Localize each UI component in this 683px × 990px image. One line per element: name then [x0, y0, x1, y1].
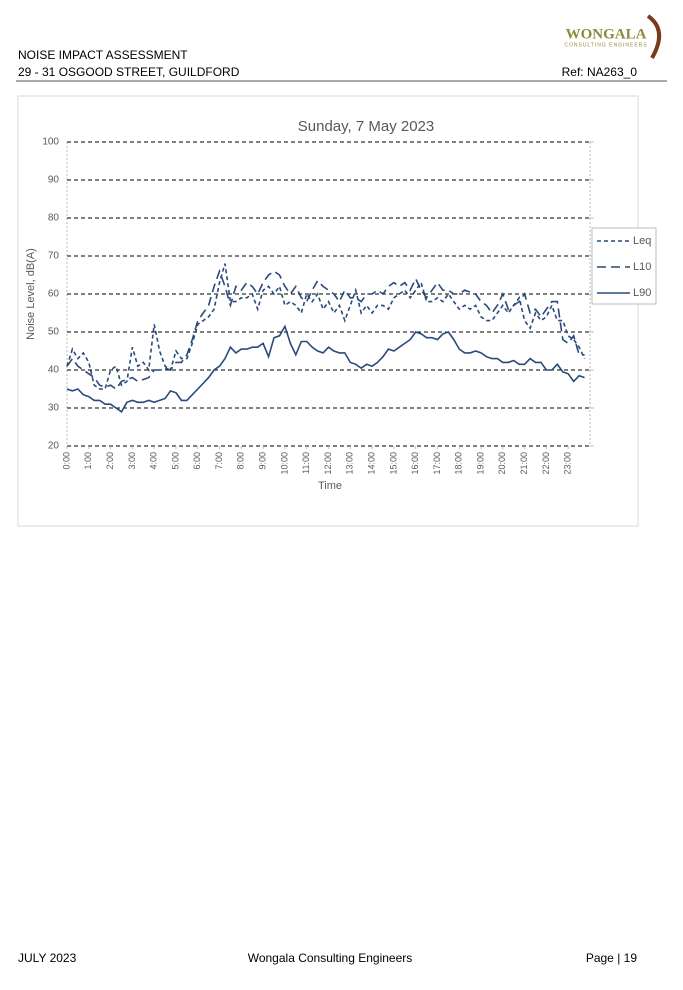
- y-tick-label: 70: [48, 251, 60, 262]
- chart-title: Sunday, 7 May 2023: [298, 118, 434, 135]
- x-tick-label: 23:00: [563, 452, 573, 475]
- x-tick-label: 11:00: [301, 452, 311, 474]
- logo-subtitle: CONSULTING ENGINEERS: [564, 42, 647, 48]
- legend-label: Leq: [633, 235, 651, 247]
- plot: 20 30 40 50 60 70 80 90 100 0:00 1:00 2:00 3:00 4:00 5…: [42, 137, 594, 475]
- x-tick-label: 6:00: [192, 452, 202, 470]
- x-tick-label: 2:00: [105, 452, 115, 470]
- y-tick-label: 60: [48, 289, 60, 300]
- y-tick-label: 80: [48, 213, 60, 224]
- legend-label: L10: [633, 261, 651, 273]
- footer-company: Wongala Consulting Engineers: [248, 951, 413, 965]
- x-tick-label: 15:00: [388, 452, 398, 475]
- y-tick-label: 40: [48, 365, 60, 376]
- y-tick-label: 100: [42, 137, 59, 148]
- x-axis-title: Time: [318, 480, 342, 492]
- header-ref: Ref: NA263_0: [562, 65, 638, 79]
- x-tick-label: 14:00: [366, 452, 376, 475]
- x-tick-label: 3:00: [127, 452, 137, 470]
- x-tick-label: 10:00: [279, 452, 289, 475]
- series-line: [66, 268, 585, 391]
- x-tick-label: 19:00: [475, 452, 485, 475]
- header-address: 29 - 31 OSGOOD STREET, GUILDFORD: [18, 65, 240, 79]
- x-tick-label: 16:00: [410, 452, 420, 475]
- x-tick-label: 12:00: [323, 452, 333, 475]
- logo-mark: [646, 14, 661, 59]
- x-tick-label: 18:00: [454, 452, 464, 475]
- series-line: [66, 324, 585, 413]
- y-tick-label: 90: [48, 175, 60, 186]
- x-tick-label: 0:00: [61, 452, 71, 470]
- y-tick-label: 30: [48, 403, 60, 414]
- x-tick-label: 21:00: [519, 452, 529, 475]
- footer-date: JULY 2023: [18, 951, 77, 965]
- chart-frame: [17, 95, 639, 527]
- series-line: [66, 263, 586, 390]
- y-tick-label: 20: [48, 441, 60, 452]
- x-tick-label: 20:00: [497, 452, 507, 475]
- footer-page: Page | 19: [586, 951, 637, 965]
- legend-box: [591, 227, 657, 305]
- x-tick-label: 22:00: [541, 452, 551, 475]
- x-tick-label: 8:00: [236, 452, 246, 470]
- y-axis-title: Noise Level, dB(A): [25, 248, 37, 340]
- x-tick-label: 7:00: [214, 452, 224, 470]
- y-tick-label: 50: [48, 327, 60, 338]
- header-title: NOISE IMPACT ASSESSMENT: [18, 48, 188, 62]
- x-tick-label: 9:00: [258, 452, 268, 470]
- legend-label: L90: [633, 287, 651, 299]
- x-tick-label: 5:00: [170, 452, 180, 470]
- x-tick-label: 17:00: [432, 452, 442, 475]
- x-tick-label: 4:00: [149, 452, 159, 470]
- x-tick-label: 13:00: [345, 452, 355, 475]
- legend: Leq L10 L90: [591, 227, 657, 305]
- x-tick-label: 1:00: [83, 452, 93, 470]
- logo: WONGALA: [566, 26, 647, 42]
